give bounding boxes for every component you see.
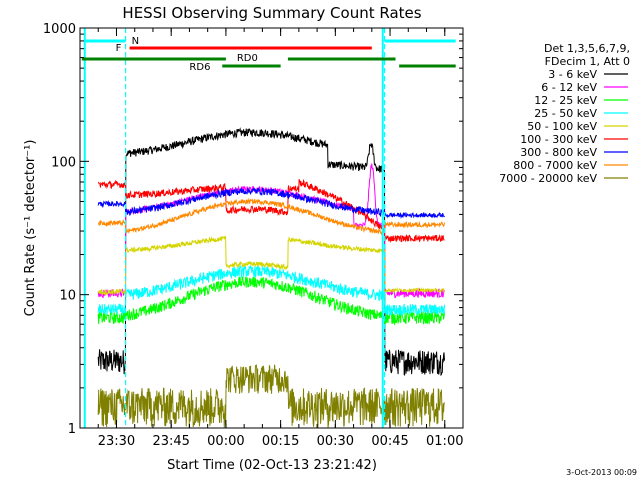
y-tick-label-2: 100 <box>51 155 76 170</box>
flag-label-f: F <box>116 43 122 54</box>
series-line-5 <box>97 236 445 296</box>
x-tick-label-2: 00:00 <box>207 434 244 449</box>
flag-label-n: N <box>132 36 139 47</box>
flag-label-rd0: RD0 <box>237 53 258 64</box>
series-line-4 <box>97 264 445 317</box>
legend-label-1: 3 - 6 keV <box>548 68 597 81</box>
chart-title: HESSI Observing Summary Count Rates <box>122 4 421 22</box>
x-tick-label-6: 01:00 <box>426 434 463 449</box>
series-line-9 <box>97 364 445 429</box>
legend-label-8: 800 - 7000 keV <box>513 159 597 172</box>
y-tick-label-0: 1 <box>68 422 76 437</box>
legend-label-3: 12 - 25 keV <box>534 94 597 107</box>
y-tick-label-1: 10 <box>59 289 76 304</box>
legend-label-6: 100 - 300 keV <box>520 133 597 146</box>
footer-date: 3-Oct-2013 00:09 <box>566 468 637 477</box>
legend-label-2: 6 - 12 keV <box>541 81 597 94</box>
series-line-1 <box>97 127 445 377</box>
x-tick-label-4: 00:30 <box>317 434 354 449</box>
legend-header-1: FDecim 1, Att 0 <box>545 55 630 68</box>
series-line-8 <box>97 197 445 236</box>
x-tick-label-3: 00:15 <box>262 434 299 449</box>
x-tick-label-1: 23:45 <box>152 434 189 449</box>
legend-header-0: Det 1,3,5,6,7,9, <box>544 42 630 55</box>
y-tick-label-3: 1000 <box>43 22 76 37</box>
y-axis-label: Count Rate (s⁻¹ detector⁻¹) <box>23 140 38 317</box>
legend-label-5: 50 - 100 keV <box>527 120 597 133</box>
legend-label-7: 300 - 800 keV <box>520 146 597 159</box>
x-tick-label-0: 23:30 <box>98 434 135 449</box>
series-line-7 <box>97 186 445 220</box>
x-axis-label: Start Time (02-Oct-13 23:21:42) <box>167 458 377 473</box>
series-line-3 <box>97 276 445 326</box>
flag-label-rd6: RD6 <box>189 62 210 73</box>
series-line-6 <box>97 178 445 243</box>
plot-frame <box>79 27 464 429</box>
legend-label-9: 7000 - 20000 keV <box>499 172 597 185</box>
x-tick-label-5: 00:45 <box>371 434 408 449</box>
legend-label-4: 25 - 50 keV <box>534 107 597 120</box>
